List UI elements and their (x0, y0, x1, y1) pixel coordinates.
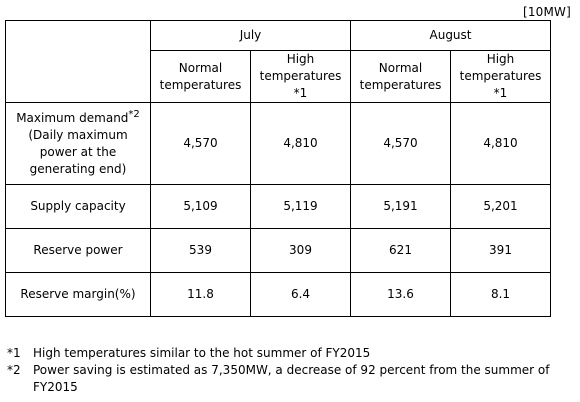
table-cell: 13.6 (350, 272, 451, 317)
condition-line: temperatures (459, 69, 542, 83)
row-label-line: power at the (39, 144, 117, 159)
row-label-line: Maximum demand (16, 110, 129, 125)
table-cell: 11.8 (150, 272, 251, 317)
table-row-supply-capacity: Supply capacity 5,109 5,119 5,191 5,201 (5, 184, 551, 229)
footnote-mark: *2 (128, 108, 140, 120)
row-label-line: generating end) (29, 161, 127, 176)
table-cell: 5,109 (150, 184, 251, 229)
table-cell: 4,570 (150, 102, 251, 185)
table-cell: 8.1 (450, 272, 551, 317)
row-label: Reserve margin(%) (5, 272, 151, 317)
footnote-text: Power saving is estimated as 7,350MW, a … (33, 363, 550, 394)
footnote-text: High temperatures similar to the hot sum… (33, 346, 371, 360)
table-cell: 5,119 (250, 184, 351, 229)
unit-label: [10MW] (522, 5, 571, 19)
table-row-maximum-demand: Maximum demand*2 (Daily maximum power at… (5, 102, 551, 185)
footnote: *2 Power saving is estimated as 7,350MW,… (7, 362, 577, 396)
table-cell: 391 (450, 228, 551, 273)
condition-header-row: Normal temperatures High temperatures *1… (6, 50, 551, 103)
table-row-reserve-margin: Reserve margin(%) 11.8 6.4 13.6 8.1 (5, 272, 551, 317)
condition-header: Normal temperatures (350, 50, 451, 103)
month-header-row: July August (5, 20, 551, 103)
row-label: Supply capacity (5, 184, 151, 229)
table-cell: 4,810 (250, 102, 351, 185)
footnote-mark: *1 (293, 86, 308, 100)
footnotes: *1 High temperatures similar to the hot … (7, 345, 577, 396)
row-label: Maximum demand*2 (Daily maximum power at… (5, 102, 151, 185)
condition-line: temperatures (259, 69, 342, 83)
condition-line: Normal (178, 60, 223, 75)
row-label-line: (Daily maximum (28, 127, 128, 142)
condition-line: temperatures (359, 77, 442, 92)
footnote-mark: *2 (7, 363, 21, 377)
footnote-mark: *1 (493, 86, 508, 100)
condition-line: Normal (378, 60, 423, 75)
table-cell: 6.4 (250, 272, 351, 317)
table-cell: 5,191 (350, 184, 451, 229)
condition-line: High (286, 52, 315, 66)
condition-line: temperatures (159, 77, 242, 92)
condition-header: Normal temperatures (150, 50, 251, 103)
table-cell: 5,201 (450, 184, 551, 229)
footnote-mark: *1 (7, 346, 21, 360)
table-cell: 4,570 (350, 102, 451, 185)
condition-header: High temperatures *1 (250, 50, 351, 103)
table-cell: 4,810 (450, 102, 551, 185)
month-header-august: August (350, 20, 551, 51)
footnote: *1 High temperatures similar to the hot … (7, 345, 577, 362)
corner-cell (5, 20, 151, 103)
table-row-reserve-power: Reserve power 539 309 621 391 (5, 228, 551, 273)
row-label: Reserve power (5, 228, 151, 273)
table-cell: 309 (250, 228, 351, 273)
table-cell: 539 (150, 228, 251, 273)
month-header-july: July (150, 20, 351, 51)
table-cell: 621 (350, 228, 451, 273)
condition-header: High temperatures *1 (450, 50, 551, 103)
supply-demand-table: July August Normal temperatures High tem… (5, 20, 551, 317)
condition-line: High (486, 52, 515, 66)
